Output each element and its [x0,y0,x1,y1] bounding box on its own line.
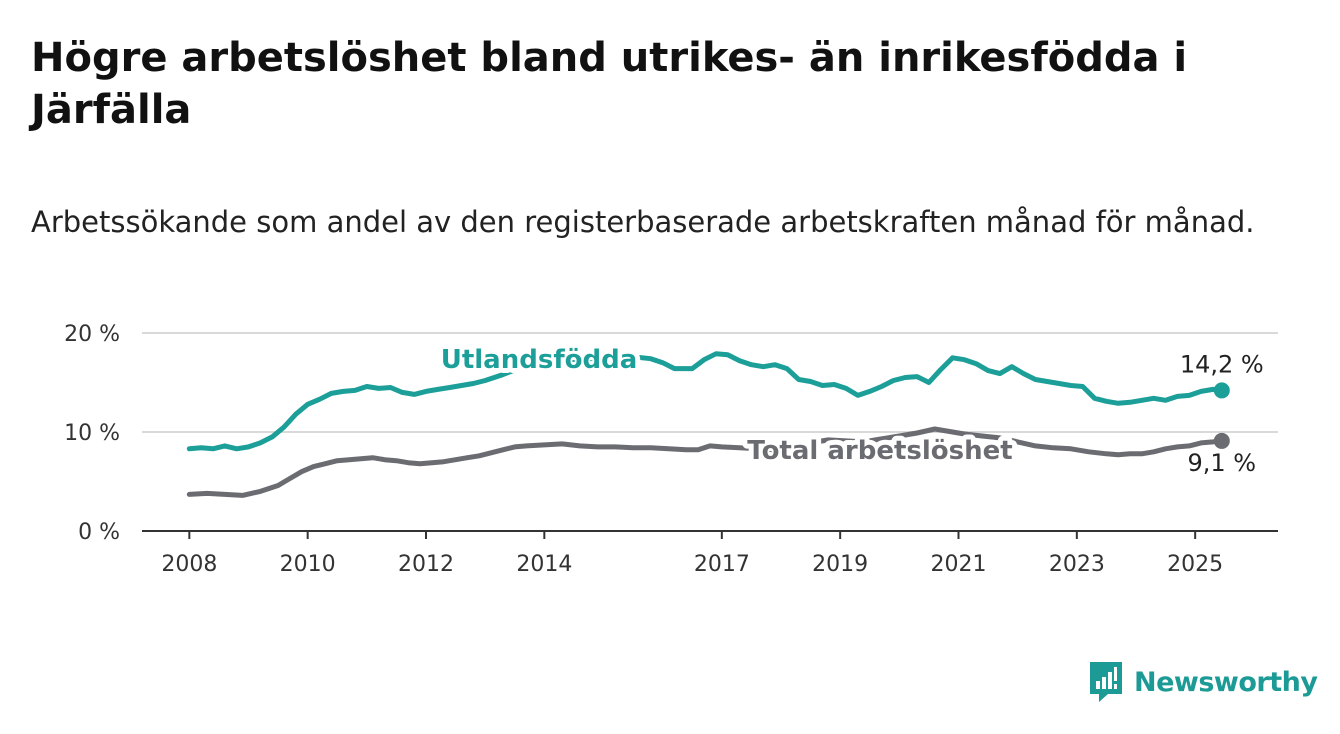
x-tick-label: 2019 [812,552,868,577]
series-label-total: Total arbetslöshet [747,436,1012,466]
end-label-total: 9,1 % [1187,449,1256,477]
x-tick-label: 2017 [694,552,750,577]
x-tick-label: 2023 [1049,552,1105,577]
newsworthy-logo-icon [1090,662,1122,702]
newsworthy-logo-text: Newsworthy [1134,666,1318,698]
series-label-utlandsfodda: Utlandsfödda [441,345,638,375]
chart-title: Högre arbetslöshet bland utrikes- än inr… [31,35,1188,133]
y-tick-label: 10 % [64,421,120,446]
end-point-utlandsfodda [1213,382,1230,399]
x-tick-label: 2012 [398,552,454,577]
y-tick-label: 0 % [78,520,120,545]
end-point-total [1213,432,1230,449]
x-tick-label: 2014 [516,552,572,577]
series-line-utlandsfodda [186,351,1225,452]
x-tick-label: 2025 [1167,552,1223,577]
line-chart: 0 % 10 % 20 % 2008 2010 2012 2014 2017 2019 2021 2… [64,322,1278,577]
x-tick-label: 2010 [280,552,336,577]
chart-subtitle: Arbetssökande som andel av den registerb… [31,205,1255,239]
x-tick-label: 2021 [931,552,987,577]
end-label-utlandsfodda: 14,2 % [1180,350,1264,378]
newsworthy-logo: Newsworthy [1088,660,1318,704]
y-tick-label: 20 % [64,322,120,347]
series-line-total [186,426,1225,498]
x-tick-label: 2008 [161,552,217,577]
